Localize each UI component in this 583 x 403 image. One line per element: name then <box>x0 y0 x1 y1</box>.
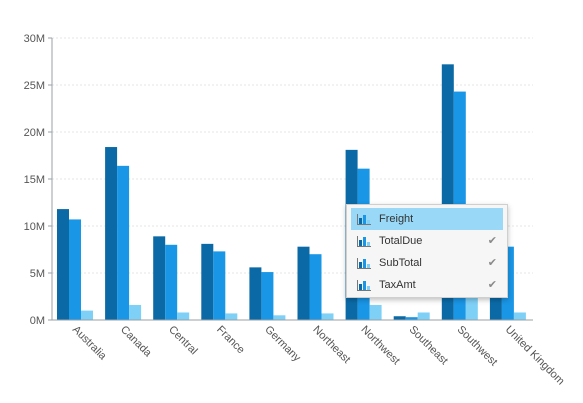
x-tick-label: Southwest <box>455 324 500 369</box>
bar[interactable] <box>417 312 430 320</box>
y-tick-label: 0M <box>30 315 45 327</box>
y-tick-label: 10M <box>24 221 45 233</box>
menu-item-totaldue[interactable]: TotalDue ✔ <box>351 230 503 252</box>
menu-item-label: TaxAmt <box>379 279 416 291</box>
bar[interactable] <box>261 272 274 320</box>
bar[interactable] <box>369 304 382 320</box>
check-icon: ✔ <box>487 279 497 291</box>
bar[interactable] <box>81 310 93 320</box>
bar[interactable] <box>321 313 334 320</box>
bar[interactable] <box>69 219 81 320</box>
menu-item-label: SubTotal <box>379 257 422 269</box>
menu-item-freight[interactable]: Freight <box>351 208 503 230</box>
x-tick-label: Germany <box>262 324 303 365</box>
x-axis: Australia Canada Central France Germany North… <box>52 319 567 388</box>
x-tick-label: Australia <box>70 324 109 363</box>
bar[interactable] <box>393 316 406 320</box>
bar[interactable] <box>57 209 69 320</box>
bar-chart-icon <box>357 257 371 269</box>
x-tick-label: Canada <box>118 324 154 360</box>
x-tick-label: Southeast <box>407 324 451 368</box>
bar[interactable] <box>177 312 190 320</box>
x-tick-label: United Kingdom <box>503 324 567 388</box>
menu-item-label: TotalDue <box>379 235 423 247</box>
bar[interactable] <box>225 313 238 320</box>
x-tick-label: Northeast <box>310 324 352 366</box>
menu-item-label: Freight <box>379 213 414 225</box>
bar[interactable] <box>129 304 142 320</box>
bar-chart-icon <box>357 235 371 247</box>
bar[interactable] <box>201 243 214 320</box>
check-icon: ✔ <box>487 257 497 269</box>
y-axis: 0M 5M 10M 15M 20M 25M 30M <box>24 33 53 327</box>
y-tick-label: 15M <box>24 174 45 186</box>
check-icon: ✔ <box>487 235 497 247</box>
x-tick-label: Northwest <box>358 324 402 368</box>
bar[interactable] <box>405 317 418 320</box>
y-tick-label: 20M <box>24 127 45 139</box>
bar[interactable] <box>165 244 178 320</box>
bar[interactable] <box>249 267 262 320</box>
series-toggle-menu: Freight TotalDue ✔ SubTotal ✔ TaxAmt ✔ <box>346 204 508 298</box>
bar-chart-icon <box>357 279 371 291</box>
bar[interactable] <box>273 315 286 320</box>
y-tick-label: 25M <box>24 80 45 92</box>
menu-item-taxamt[interactable]: TaxAmt ✔ <box>351 274 503 296</box>
bar-chart-icon <box>357 213 371 225</box>
x-tick-label: Central <box>166 324 200 358</box>
y-tick-label: 5M <box>30 268 45 280</box>
bar[interactable] <box>513 312 526 320</box>
bar[interactable] <box>153 236 166 320</box>
bar[interactable] <box>465 297 478 320</box>
bar[interactable] <box>297 246 310 320</box>
x-tick-label: France <box>214 324 247 357</box>
bar[interactable] <box>213 251 226 320</box>
menu-item-subtotal[interactable]: SubTotal ✔ <box>351 252 503 274</box>
bar[interactable] <box>105 147 118 320</box>
bar[interactable] <box>117 165 130 320</box>
bar[interactable] <box>309 254 322 320</box>
y-tick-label: 30M <box>24 33 45 45</box>
